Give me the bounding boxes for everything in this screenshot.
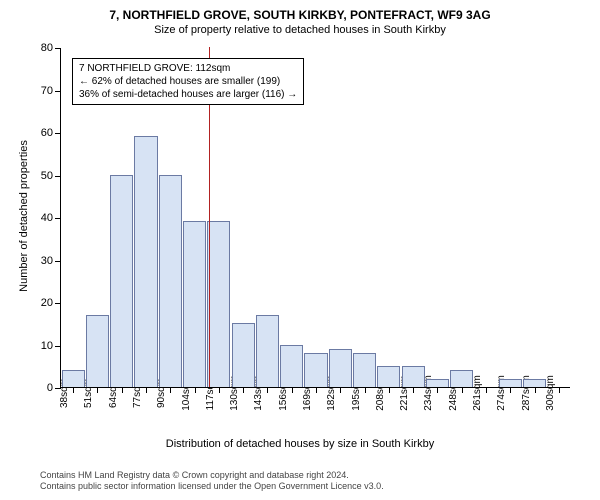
footer-line-1: Contains HM Land Registry data © Crown c… [40, 470, 600, 481]
x-tick [340, 387, 341, 393]
x-tick [146, 387, 147, 393]
histogram-bar [86, 315, 109, 387]
x-tick [219, 387, 220, 393]
x-tick [389, 387, 390, 393]
y-tick-label: 60 [41, 127, 53, 139]
x-tick [73, 387, 74, 393]
y-tick [55, 176, 61, 177]
y-tick-label: 30 [41, 255, 53, 267]
x-tick [437, 387, 438, 393]
x-tick [535, 387, 536, 393]
y-tick-label: 70 [41, 85, 53, 97]
histogram-bar [280, 345, 303, 388]
histogram-bar [450, 370, 473, 387]
footer-line-2: Contains public sector information licen… [40, 481, 600, 492]
x-axis-label: Distribution of detached houses by size … [0, 438, 600, 450]
histogram-bar [426, 379, 449, 388]
histogram-bar [499, 379, 522, 388]
x-tick [510, 387, 511, 393]
y-tick-label: 80 [41, 42, 53, 54]
histogram-bar [134, 136, 157, 387]
y-tick-label: 10 [41, 340, 53, 352]
y-tick [55, 261, 61, 262]
footer-credits: Contains HM Land Registry data © Crown c… [0, 470, 600, 492]
x-tick [559, 387, 560, 393]
histogram-bar [353, 353, 376, 387]
x-tick-label: 261sqm [472, 375, 483, 411]
x-tick [195, 387, 196, 393]
x-tick [243, 387, 244, 393]
histogram-bar [232, 323, 255, 387]
y-tick-label: 0 [47, 382, 53, 394]
y-tick [55, 218, 61, 219]
y-tick [55, 346, 61, 347]
annotation-line: ← 62% of detached houses are smaller (19… [79, 75, 297, 88]
x-tick [267, 387, 268, 393]
y-tick-label: 40 [41, 212, 53, 224]
x-tick [292, 387, 293, 393]
y-tick [55, 48, 61, 49]
histogram-bar [159, 175, 182, 388]
annotation-line: 36% of semi-detached houses are larger (… [79, 88, 297, 101]
histogram-bar [256, 315, 279, 387]
y-tick-label: 50 [41, 170, 53, 182]
x-tick [97, 387, 98, 393]
x-tick [316, 387, 317, 393]
title-sub: Size of property relative to detached ho… [0, 24, 600, 36]
histogram-bar [110, 175, 133, 388]
histogram-bar [377, 366, 400, 387]
x-tick-label: 300sqm [545, 375, 556, 411]
histogram-bar [304, 353, 327, 387]
x-tick [122, 387, 123, 393]
chart-container: 7, NORTHFIELD GROVE, SOUTH KIRKBY, PONTE… [0, 0, 600, 500]
histogram-bar [62, 370, 85, 387]
histogram-bar [207, 221, 230, 387]
x-tick [365, 387, 366, 393]
x-tick [413, 387, 414, 393]
x-tick [462, 387, 463, 393]
y-tick-label: 20 [41, 297, 53, 309]
annotation-box: 7 NORTHFIELD GROVE: 112sqm← 62% of detac… [72, 58, 304, 105]
y-tick [55, 303, 61, 304]
annotation-line: 7 NORTHFIELD GROVE: 112sqm [79, 62, 297, 75]
histogram-bar [329, 349, 352, 387]
title-main: 7, NORTHFIELD GROVE, SOUTH KIRKBY, PONTE… [0, 8, 600, 22]
x-tick [170, 387, 171, 393]
histogram-bar [183, 221, 206, 387]
histogram-bar [402, 366, 425, 387]
y-axis-label: Number of detached properties [18, 46, 30, 386]
histogram-bar [523, 379, 546, 388]
y-tick [55, 133, 61, 134]
x-tick [486, 387, 487, 393]
y-tick [55, 91, 61, 92]
